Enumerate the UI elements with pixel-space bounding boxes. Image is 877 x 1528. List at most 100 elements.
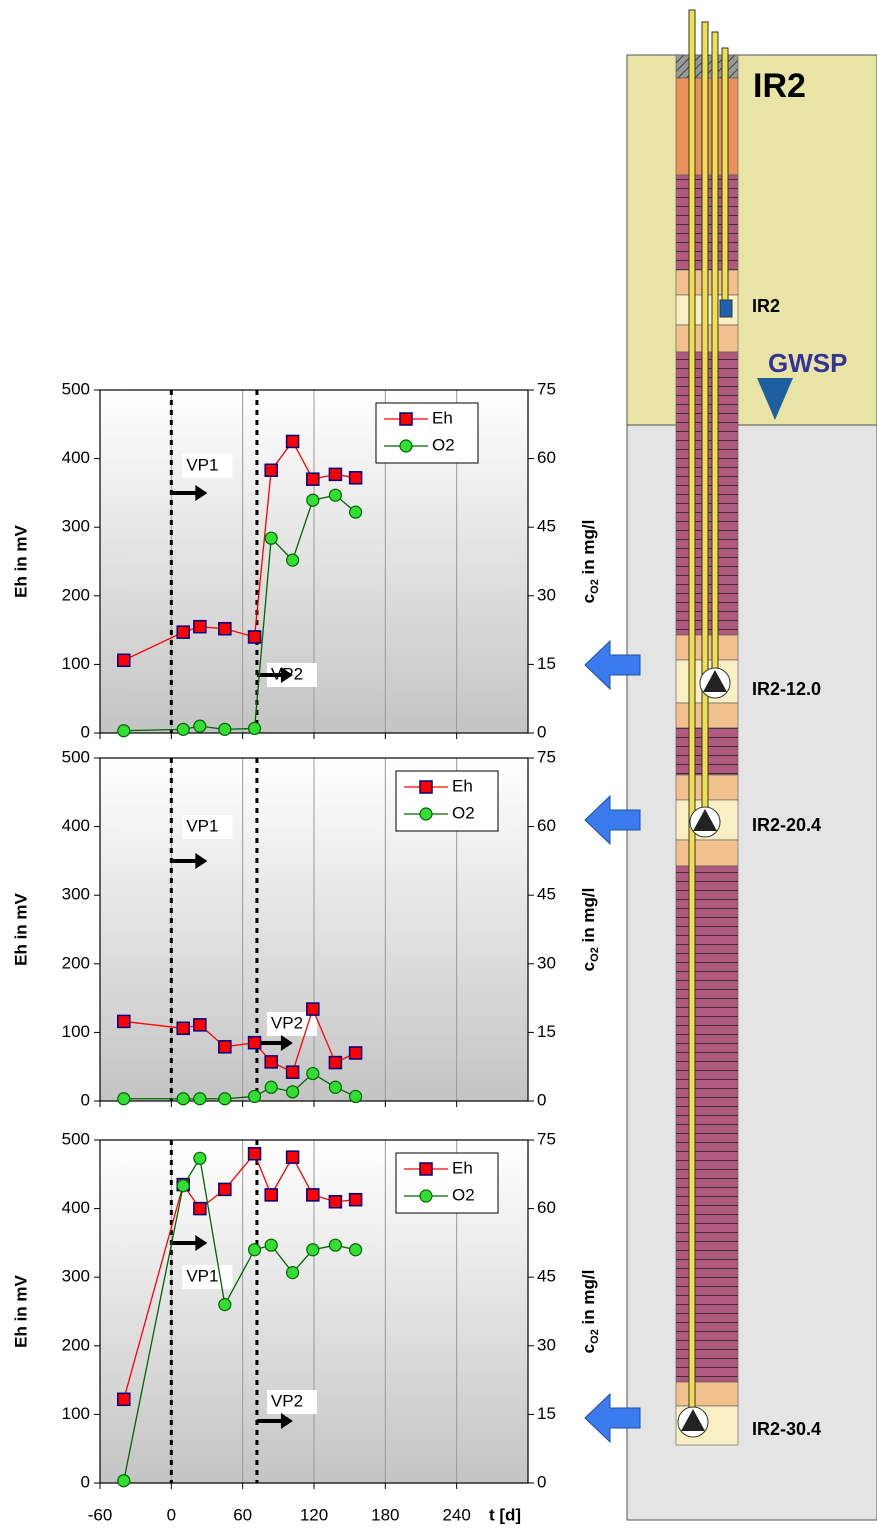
y-tick-label: 200	[62, 585, 90, 604]
data-point	[329, 468, 341, 480]
y-axis-label: Eh in mV	[11, 892, 30, 965]
legend-label: Eh	[452, 1158, 473, 1177]
legend	[376, 403, 478, 463]
legend-label: O2	[452, 803, 475, 822]
data-point	[177, 1022, 189, 1034]
y-tick-label: 400	[62, 816, 90, 835]
data-point	[118, 654, 130, 666]
data-point	[249, 1037, 261, 1049]
data-point	[329, 1196, 341, 1208]
data-point	[329, 489, 341, 501]
y2-tick-label: 45	[537, 517, 556, 536]
event-label: VP1	[186, 455, 218, 474]
y-tick-label: 100	[62, 1404, 90, 1423]
y2-axis-label-part: O2	[589, 947, 601, 962]
data-point	[118, 725, 130, 737]
x-tick-label: 0	[167, 1505, 176, 1524]
y2-axis-label: cO2 in mg/l	[579, 520, 600, 604]
y2-axis-label-part: in mg/l	[579, 1270, 598, 1330]
data-point	[287, 554, 299, 566]
y2-tick-label: 60	[537, 448, 556, 467]
data-point	[307, 1244, 319, 1256]
y-tick-label: 500	[62, 379, 90, 398]
y2-axis-label: cO2 in mg/l	[579, 1270, 600, 1354]
x-tick-label: 180	[371, 1505, 399, 1524]
screen-label: IR2-12.0	[752, 679, 821, 699]
data-point	[287, 1066, 299, 1078]
event-label: VP2	[271, 1391, 303, 1410]
y2-tick-label: 75	[537, 379, 556, 398]
legend	[396, 1153, 498, 1213]
y-tick-label: 200	[62, 1335, 90, 1354]
data-point	[194, 720, 206, 732]
screen-label: IR2-20.4	[752, 815, 821, 835]
data-point	[219, 1183, 231, 1195]
well-title: IR2	[753, 67, 806, 105]
y2-tick-label: 60	[537, 1198, 556, 1217]
data-point	[307, 494, 319, 506]
data-point	[194, 621, 206, 633]
y2-axis-label-part: c	[579, 1344, 598, 1353]
legend-marker	[420, 1190, 432, 1202]
data-point	[118, 1393, 130, 1405]
well-diagram: IR2 IR2 GWSP IR2-12.0 IR2-20.4 IR2-30.4	[585, 10, 877, 1520]
legend-label: Eh	[452, 776, 473, 795]
y-tick-label: 0	[81, 722, 90, 741]
y-tick-label: 300	[62, 517, 90, 536]
y-tick-label: 500	[62, 747, 90, 766]
data-point	[265, 1239, 277, 1251]
data-point	[350, 1194, 362, 1206]
data-point	[177, 626, 189, 638]
x-tick-label: 60	[233, 1505, 252, 1524]
y-axis-label: Eh in mV	[11, 524, 30, 597]
data-point	[194, 1152, 206, 1164]
y2-tick-label: 15	[537, 1404, 556, 1423]
data-point	[249, 631, 261, 643]
data-point	[194, 1203, 206, 1215]
data-point	[118, 1475, 130, 1487]
data-point	[350, 1047, 362, 1059]
data-point	[307, 473, 319, 485]
y2-axis-label-part: c	[579, 594, 598, 603]
data-point	[307, 1189, 319, 1201]
data-point	[287, 1086, 299, 1098]
legend-label: Eh	[432, 408, 453, 427]
data-point	[118, 1015, 130, 1027]
legend-marker	[420, 781, 432, 793]
data-point	[177, 1093, 189, 1105]
y-tick-label: 300	[62, 885, 90, 904]
y2-tick-label: 30	[537, 1335, 556, 1354]
data-point	[265, 532, 277, 544]
data-point	[350, 1244, 362, 1256]
y2-tick-label: 75	[537, 747, 556, 766]
data-point	[219, 1041, 231, 1053]
data-point	[350, 1090, 362, 1102]
data-point	[307, 1068, 319, 1080]
y2-tick-label: 60	[537, 816, 556, 835]
data-point	[329, 1081, 341, 1093]
y2-axis-label-part: O2	[589, 1329, 601, 1344]
y2-axis-label-part: O2	[589, 579, 601, 594]
data-point	[350, 472, 362, 484]
data-point	[265, 1189, 277, 1201]
data-point	[350, 506, 362, 518]
y-tick-label: 0	[81, 1472, 90, 1491]
y2-axis-label-part: in mg/l	[579, 888, 598, 948]
data-point	[329, 1057, 341, 1069]
data-point	[329, 1239, 341, 1251]
data-point	[307, 1003, 319, 1015]
event-label: VP1	[186, 1266, 218, 1285]
water-level-label: GWSP	[768, 348, 847, 378]
y2-tick-label: 15	[537, 654, 556, 673]
data-point	[219, 1299, 231, 1311]
y-tick-label: 400	[62, 1198, 90, 1217]
event-label: VP2	[271, 1013, 303, 1032]
y-tick-label: 100	[62, 654, 90, 673]
y-tick-label: 0	[81, 1090, 90, 1109]
data-point	[219, 623, 231, 635]
data-point	[219, 1093, 231, 1105]
data-point	[249, 722, 261, 734]
y-tick-label: 100	[62, 1022, 90, 1041]
data-point	[219, 723, 231, 735]
data-point	[265, 464, 277, 476]
